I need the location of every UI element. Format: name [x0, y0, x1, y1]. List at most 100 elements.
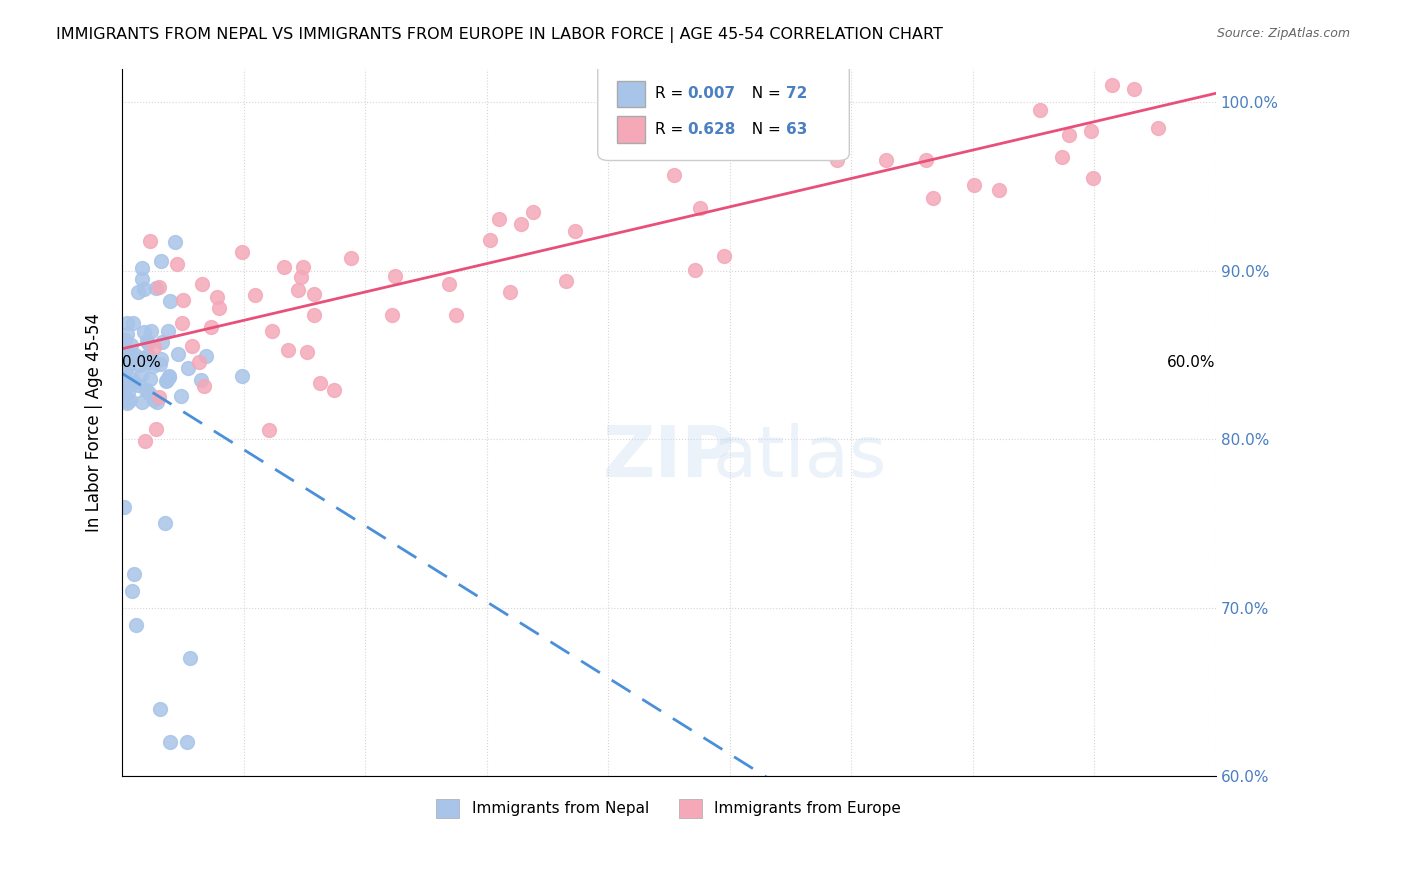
Point: [139, 324, 162, 338]
Point: [193, 379, 215, 393]
Point: [987, 183, 1010, 197]
Point: [875, 153, 897, 168]
Point: [112, 373, 135, 387]
Text: 60.0%: 60.0%: [1167, 355, 1216, 370]
Point: [153, 516, 176, 531]
Text: IMMIGRANTS FROM NEPAL VS IMMIGRANTS FROM EUROPE IN LABOR FORCE | AGE 45-54 CORRE: IMMIGRANTS FROM NEPAL VS IMMIGRANTS FROM…: [56, 27, 943, 43]
Point: [112, 370, 135, 384]
Point: [1050, 150, 1073, 164]
Point: [627, 102, 650, 116]
Point: [273, 260, 295, 274]
Point: [148, 390, 170, 404]
Text: N =: N =: [742, 122, 786, 136]
Point: [302, 287, 325, 301]
Point: [683, 263, 706, 277]
Point: [555, 274, 578, 288]
Point: [143, 339, 166, 353]
Point: [180, 339, 202, 353]
Point: [277, 343, 299, 357]
Text: 0.0%: 0.0%: [122, 355, 160, 370]
Point: [290, 270, 312, 285]
Point: [157, 370, 180, 384]
Point: [166, 257, 188, 271]
Point: [142, 392, 165, 407]
Point: [170, 316, 193, 330]
Point: [138, 372, 160, 386]
Point: [384, 268, 406, 283]
Point: [128, 359, 150, 373]
Point: [117, 359, 139, 373]
Point: [150, 254, 173, 268]
Text: atlas: atlas: [713, 423, 887, 492]
Point: [157, 368, 180, 383]
Point: [121, 376, 143, 391]
Point: [132, 325, 155, 339]
Point: [478, 233, 501, 247]
Point: [132, 351, 155, 365]
Point: [444, 308, 467, 322]
Point: [131, 395, 153, 409]
Point: [114, 333, 136, 347]
Point: [1057, 128, 1080, 142]
Text: 63: 63: [786, 122, 807, 136]
Point: [159, 735, 181, 749]
Point: [114, 389, 136, 403]
Point: [207, 290, 229, 304]
Point: [669, 120, 692, 135]
Point: [1146, 121, 1168, 136]
FancyBboxPatch shape: [598, 62, 849, 161]
Point: [129, 368, 152, 382]
Text: R =: R =: [655, 122, 688, 136]
Point: [921, 191, 943, 205]
Point: [142, 359, 165, 374]
Point: [124, 348, 146, 362]
Point: [117, 394, 139, 409]
Point: [114, 344, 136, 359]
Point: [662, 169, 685, 183]
Point: [915, 153, 938, 168]
Point: [114, 342, 136, 356]
Point: [136, 334, 159, 349]
Point: [145, 280, 167, 294]
Point: [155, 374, 177, 388]
Point: [124, 351, 146, 365]
Text: 0.628: 0.628: [688, 122, 735, 136]
Text: 0.007: 0.007: [688, 87, 735, 102]
Point: [1081, 170, 1104, 185]
Point: [177, 361, 200, 376]
Point: [381, 308, 404, 322]
Point: [135, 384, 157, 398]
Point: [827, 153, 849, 167]
Text: R =: R =: [655, 87, 688, 102]
Point: [134, 434, 156, 448]
Point: [138, 386, 160, 401]
Point: [115, 326, 138, 341]
Point: [122, 566, 145, 581]
Point: [292, 260, 315, 275]
Point: [115, 350, 138, 364]
Point: [136, 335, 159, 350]
Point: [437, 277, 460, 291]
Text: N =: N =: [742, 87, 786, 102]
Point: [1101, 78, 1123, 93]
Point: [127, 285, 149, 299]
Point: [176, 735, 198, 749]
Point: [146, 395, 169, 409]
Point: [156, 324, 179, 338]
Text: Source: ZipAtlas.com: Source: ZipAtlas.com: [1216, 27, 1350, 40]
Point: [159, 294, 181, 309]
Point: [112, 500, 135, 514]
Point: [179, 651, 201, 665]
Point: [190, 373, 212, 387]
Point: [124, 617, 146, 632]
Text: ZIP: ZIP: [603, 423, 735, 492]
Point: [134, 282, 156, 296]
Y-axis label: In Labor Force | Age 45-54: In Labor Force | Age 45-54: [86, 313, 103, 532]
Point: [231, 245, 253, 260]
Point: [115, 396, 138, 410]
Point: [499, 285, 522, 300]
Point: [1029, 103, 1052, 117]
Point: [165, 235, 187, 250]
Point: [295, 345, 318, 359]
Point: [150, 335, 173, 350]
